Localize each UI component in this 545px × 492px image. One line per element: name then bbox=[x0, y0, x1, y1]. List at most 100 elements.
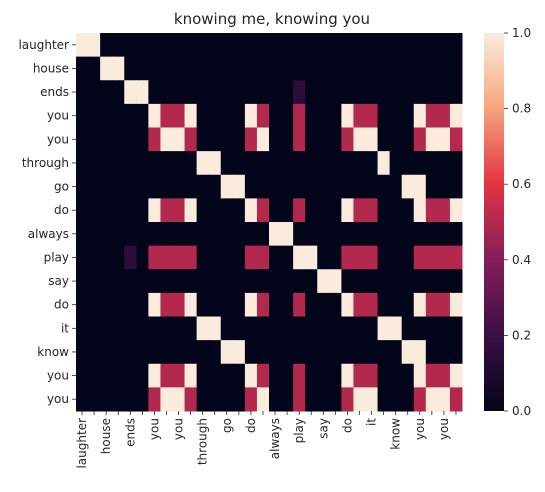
heatmap-cell bbox=[341, 363, 354, 388]
heatmap-cell bbox=[365, 222, 379, 247]
heatmap-cell bbox=[413, 387, 427, 412]
heatmap-cell bbox=[389, 198, 403, 223]
heatmap-cell bbox=[160, 292, 173, 318]
heatmap-cell bbox=[148, 127, 161, 152]
heatmap-cell bbox=[136, 151, 149, 176]
heatmap-cell bbox=[100, 222, 113, 247]
column-tick-label: go bbox=[220, 418, 234, 433]
heatmap-cell bbox=[220, 316, 234, 341]
heatmap-cell bbox=[100, 127, 113, 152]
heatmap-cell bbox=[341, 245, 354, 270]
heatmap-cell bbox=[244, 198, 258, 223]
heatmap-cell bbox=[136, 127, 149, 152]
heatmap-cell bbox=[196, 151, 210, 176]
heatmap-cell bbox=[148, 198, 161, 223]
heatmap-cell bbox=[317, 56, 330, 81]
heatmap-cell bbox=[425, 174, 439, 199]
heatmap-cell bbox=[293, 33, 306, 58]
heatmap-cell bbox=[413, 222, 427, 247]
heatmap-cell bbox=[305, 56, 318, 81]
heatmap-cell bbox=[449, 292, 463, 318]
heatmap-cell bbox=[196, 33, 210, 58]
heatmap-cell bbox=[112, 33, 125, 58]
row-tick-label: through bbox=[22, 156, 69, 170]
heatmap-cell bbox=[365, 127, 379, 152]
heatmap-cell bbox=[425, 292, 439, 318]
heatmap-cell bbox=[136, 33, 149, 58]
heatmap-cell bbox=[88, 151, 101, 176]
heatmap-cell bbox=[88, 56, 101, 81]
heatmap-cell bbox=[281, 127, 294, 152]
heatmap-cell bbox=[425, 340, 439, 365]
heatmap-cell bbox=[341, 127, 354, 152]
heatmap-cell bbox=[208, 103, 222, 129]
heatmap-cell bbox=[437, 56, 451, 81]
heatmap-cell bbox=[293, 198, 306, 223]
heatmap-cell bbox=[256, 127, 270, 152]
heatmap-cell bbox=[220, 269, 234, 294]
heatmap-cell bbox=[148, 103, 161, 129]
heatmap-cell bbox=[244, 127, 258, 152]
heatmap-cell bbox=[124, 151, 137, 176]
column-tick-label: always bbox=[268, 418, 282, 459]
chart-title: knowing me, knowing you bbox=[174, 10, 370, 28]
heatmap-cell bbox=[160, 198, 173, 223]
heatmap-cell bbox=[425, 56, 439, 81]
heatmap-cell bbox=[389, 103, 403, 129]
heatmap-cell bbox=[305, 198, 318, 223]
heatmap-cell bbox=[256, 103, 270, 129]
heatmap-cell bbox=[256, 292, 270, 318]
heatmap-cell bbox=[124, 127, 137, 152]
heatmap-cell bbox=[88, 33, 101, 58]
heatmap-cell bbox=[365, 56, 379, 81]
heatmap-cell bbox=[389, 222, 403, 247]
heatmap-cell bbox=[365, 245, 379, 270]
row-tick-label: you bbox=[47, 132, 69, 146]
heatmap-cell bbox=[184, 363, 198, 388]
heatmap-cell bbox=[365, 198, 379, 223]
heatmap-cell bbox=[124, 198, 137, 223]
heatmap-cell bbox=[341, 198, 354, 223]
heatmap-cell bbox=[353, 151, 366, 176]
heatmap-cell bbox=[172, 269, 186, 294]
heatmap-cell bbox=[208, 340, 222, 365]
heatmap-cell bbox=[172, 151, 186, 176]
heatmap-cell bbox=[377, 316, 391, 341]
heatmap-cell bbox=[449, 387, 463, 412]
heatmap-cell bbox=[100, 340, 113, 365]
heatmap-cell bbox=[401, 292, 415, 318]
heatmap-cell bbox=[293, 222, 306, 247]
heatmap-cell bbox=[341, 103, 354, 129]
heatmap-cell bbox=[413, 340, 427, 365]
heatmap-cell bbox=[244, 222, 258, 247]
heatmap-cell bbox=[220, 245, 234, 270]
heatmap-cell bbox=[172, 363, 186, 388]
heatmap-cell bbox=[365, 340, 379, 365]
heatmap-cell bbox=[293, 127, 306, 152]
heatmap-cell bbox=[389, 316, 403, 341]
heatmap-cell bbox=[389, 127, 403, 152]
heatmap-cell bbox=[148, 33, 161, 58]
heatmap-cell bbox=[425, 33, 439, 58]
heatmap-cell bbox=[172, 56, 186, 81]
heatmap-cell bbox=[389, 387, 403, 412]
heatmap-cell bbox=[100, 56, 113, 81]
heatmap-cell bbox=[437, 340, 451, 365]
heatmap-cell bbox=[256, 80, 270, 105]
heatmap-cell bbox=[136, 56, 149, 81]
heatmap-cell bbox=[377, 292, 391, 318]
heatmap-cell bbox=[208, 292, 222, 318]
heatmap-cell bbox=[244, 316, 258, 341]
heatmap-cell bbox=[305, 340, 318, 365]
heatmap-cell bbox=[112, 151, 125, 176]
heatmap-cell bbox=[413, 103, 427, 129]
heatmap-cell bbox=[353, 33, 366, 58]
heatmap-cell bbox=[184, 316, 198, 341]
heatmap-cell bbox=[341, 222, 354, 247]
heatmap-cell bbox=[353, 292, 366, 318]
heatmap-cell bbox=[317, 269, 330, 294]
heatmap-cell bbox=[232, 33, 246, 58]
heatmap-cell bbox=[389, 151, 403, 176]
heatmap-cell bbox=[293, 174, 306, 199]
heatmap-cell bbox=[437, 198, 451, 223]
